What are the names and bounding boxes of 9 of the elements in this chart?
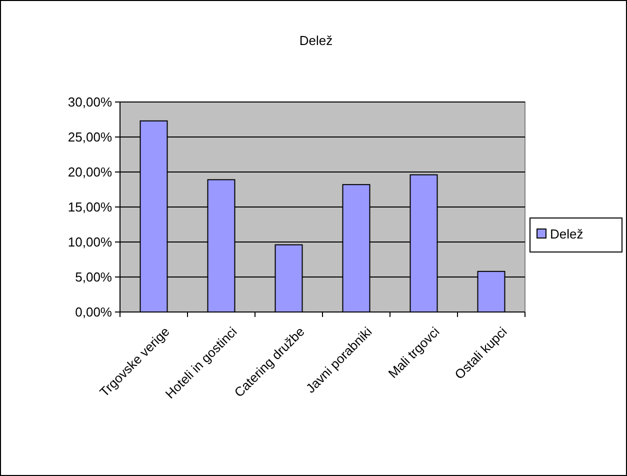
y-tick-label: 20,00% <box>68 164 112 180</box>
y-tick-label: 30,00% <box>68 94 112 110</box>
y-tick-label: 5,00% <box>75 270 112 285</box>
y-tick-label: 15,00% <box>68 200 112 215</box>
y-tick-label: 0,00% <box>75 304 112 320</box>
y-tick-label: 10,00% <box>68 234 112 250</box>
legend-label: Delež <box>550 226 584 242</box>
chart-title: Delež <box>299 33 333 48</box>
y-tick-label: 25,00% <box>68 130 112 145</box>
